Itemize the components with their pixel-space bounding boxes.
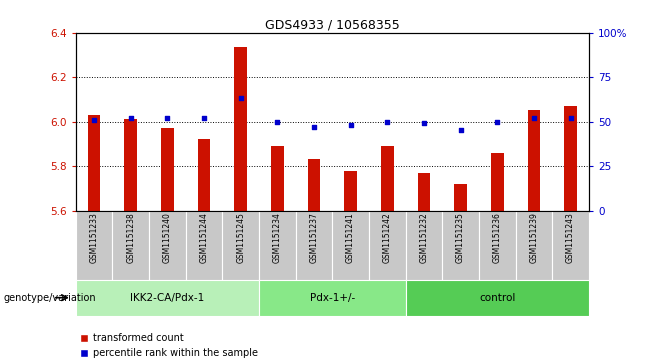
Point	[236, 95, 246, 101]
Text: GSM1151243: GSM1151243	[566, 213, 575, 264]
Bar	[113, 211, 149, 280]
Point	[162, 115, 172, 121]
Bar	[552, 211, 589, 280]
Bar	[197, 139, 211, 211]
Point	[565, 115, 576, 121]
Text: GSM1151234: GSM1151234	[273, 213, 282, 264]
Point	[199, 115, 209, 121]
Bar	[161, 128, 174, 211]
Bar	[369, 211, 405, 280]
Bar	[516, 211, 552, 280]
Title: GDS4933 / 10568355: GDS4933 / 10568355	[265, 19, 399, 32]
Text: GSM1151233: GSM1151233	[89, 213, 99, 264]
Legend: transformed count, percentile rank within the sample: transformed count, percentile rank withi…	[80, 333, 258, 358]
Bar	[88, 115, 101, 211]
Text: GSM1151232: GSM1151232	[419, 213, 428, 264]
Bar	[76, 211, 113, 280]
Bar	[454, 184, 467, 211]
Text: GSM1151239: GSM1151239	[530, 213, 538, 264]
Bar	[124, 119, 137, 211]
Bar	[479, 211, 516, 280]
Bar	[307, 159, 320, 211]
Bar	[295, 211, 332, 280]
Bar	[259, 280, 405, 316]
Point	[382, 119, 393, 125]
Bar	[149, 211, 186, 280]
Point	[418, 121, 429, 126]
Bar	[76, 280, 259, 316]
Point	[126, 115, 136, 121]
Text: Pdx-1+/-: Pdx-1+/-	[310, 293, 355, 303]
Bar	[528, 110, 540, 211]
Text: GSM1151235: GSM1151235	[456, 213, 465, 264]
Point	[528, 115, 539, 121]
Bar	[259, 211, 295, 280]
Point	[492, 119, 503, 125]
Text: GSM1151240: GSM1151240	[163, 213, 172, 264]
Bar	[405, 280, 589, 316]
Text: control: control	[479, 293, 515, 303]
Text: GSM1151245: GSM1151245	[236, 213, 245, 264]
Bar	[344, 171, 357, 211]
Bar	[222, 211, 259, 280]
Text: GSM1151236: GSM1151236	[493, 213, 502, 264]
Bar	[381, 146, 393, 211]
Text: GSM1151237: GSM1151237	[309, 213, 318, 264]
Bar	[234, 47, 247, 211]
Point	[272, 119, 282, 125]
Bar	[271, 146, 284, 211]
Bar	[491, 153, 503, 211]
Point	[89, 117, 99, 123]
Point	[309, 124, 319, 130]
Text: GSM1151238: GSM1151238	[126, 213, 135, 264]
Text: GSM1151241: GSM1151241	[346, 213, 355, 264]
Text: IKK2-CA/Pdx-1: IKK2-CA/Pdx-1	[130, 293, 205, 303]
Point	[455, 128, 466, 134]
Bar	[186, 211, 222, 280]
Text: GSM1151242: GSM1151242	[383, 213, 392, 264]
Bar	[442, 211, 479, 280]
Bar	[405, 211, 442, 280]
Text: genotype/variation: genotype/variation	[3, 293, 96, 303]
Point	[345, 122, 356, 128]
Text: GSM1151244: GSM1151244	[199, 213, 209, 264]
Bar	[418, 173, 430, 211]
Bar	[564, 106, 577, 211]
Bar	[332, 211, 369, 280]
